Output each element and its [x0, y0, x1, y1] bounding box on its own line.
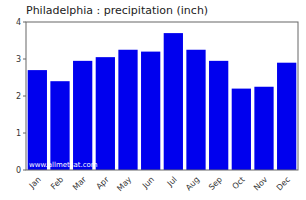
plot-area: [26, 22, 298, 170]
x-tick-label: Apr: [95, 175, 112, 192]
frame: [26, 22, 298, 170]
chart: Philadelphia : precipitation (inch) 0 1 2 3 4…: [0, 0, 306, 200]
y-tick-label: 3: [16, 55, 21, 64]
y-tick: [23, 59, 26, 60]
bar: [277, 63, 296, 170]
x-tick-label: Nov: [252, 175, 270, 193]
watermark: www.allmetsat.com: [29, 161, 98, 169]
y-tick-label: 1: [16, 129, 21, 138]
bars: [28, 33, 297, 170]
bar: [254, 87, 273, 170]
x-tick-label: May: [115, 175, 133, 193]
y-tick: [23, 170, 26, 171]
y-tick: [23, 22, 26, 23]
x-tick-label: Mar: [71, 175, 89, 193]
y-tick-label: 2: [16, 92, 21, 101]
y-tick: [23, 133, 26, 134]
x-tick-label: Jan: [27, 175, 43, 191]
bar: [28, 70, 47, 170]
bar: [118, 50, 137, 170]
x-tick-label: Jun: [140, 175, 156, 191]
y-tick: [23, 96, 26, 97]
y-tick-label: 4: [16, 18, 21, 27]
bar: [50, 81, 69, 170]
bar: [73, 61, 92, 170]
x-tick-label: Jul: [165, 175, 179, 189]
bar: [209, 61, 228, 170]
title: Philadelphia : precipitation (inch): [26, 4, 208, 17]
bar: [96, 57, 115, 170]
bar: [164, 33, 183, 170]
x-tick-label: Dec: [275, 175, 292, 192]
x-tick-label: Sep: [207, 175, 224, 192]
bar: [232, 89, 251, 170]
y-tick-label: 0: [16, 166, 21, 175]
x-tick-label: Aug: [184, 175, 201, 192]
bar: [186, 50, 205, 170]
x-tick-label: Oct: [231, 175, 247, 191]
x-tick-label: Feb: [49, 175, 65, 191]
bar: [141, 52, 160, 170]
